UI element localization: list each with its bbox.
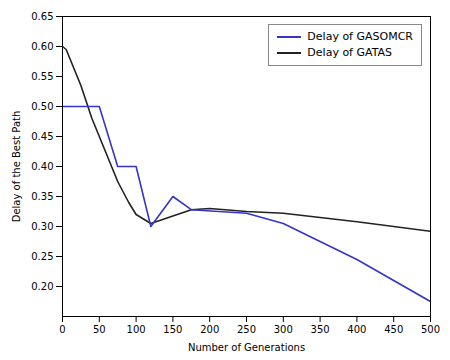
svg-text:0: 0 (59, 324, 65, 335)
html-text:Delay of GASOMCR: Delay of GASOMCR (307, 30, 413, 43)
svg-text:0.60: 0.60 (31, 41, 53, 52)
svg-text:0.20: 0.20 (31, 281, 53, 292)
svg-text:0.45: 0.45 (31, 131, 53, 142)
svg-text:100: 100 (127, 324, 146, 335)
svg-text:0.50: 0.50 (31, 101, 53, 112)
svg-text:350: 350 (311, 324, 330, 335)
svg-text:0.65: 0.65 (31, 11, 53, 22)
svg-text:0.35: 0.35 (31, 191, 53, 202)
svg-text:250: 250 (237, 324, 256, 335)
html-text:Delay of GATAS: Delay of GATAS (307, 46, 393, 59)
svg-text:150: 150 (163, 324, 182, 335)
svg-text:0.25: 0.25 (31, 251, 53, 262)
svg-text:0.55: 0.55 (31, 71, 53, 82)
svg-text:200: 200 (200, 324, 219, 335)
svg-text:Delay of the Best Path: Delay of the Best Path (11, 111, 22, 223)
svg-text:400: 400 (347, 324, 366, 335)
svg-text:500: 500 (421, 324, 440, 335)
svg-text:Number of Generations: Number of Generations (188, 342, 305, 353)
svg-text:0.30: 0.30 (31, 221, 53, 232)
svg-text:50: 50 (93, 324, 106, 335)
svg-text:450: 450 (384, 324, 403, 335)
svg-text:0.40: 0.40 (31, 161, 53, 172)
svg-text:300: 300 (274, 324, 293, 335)
